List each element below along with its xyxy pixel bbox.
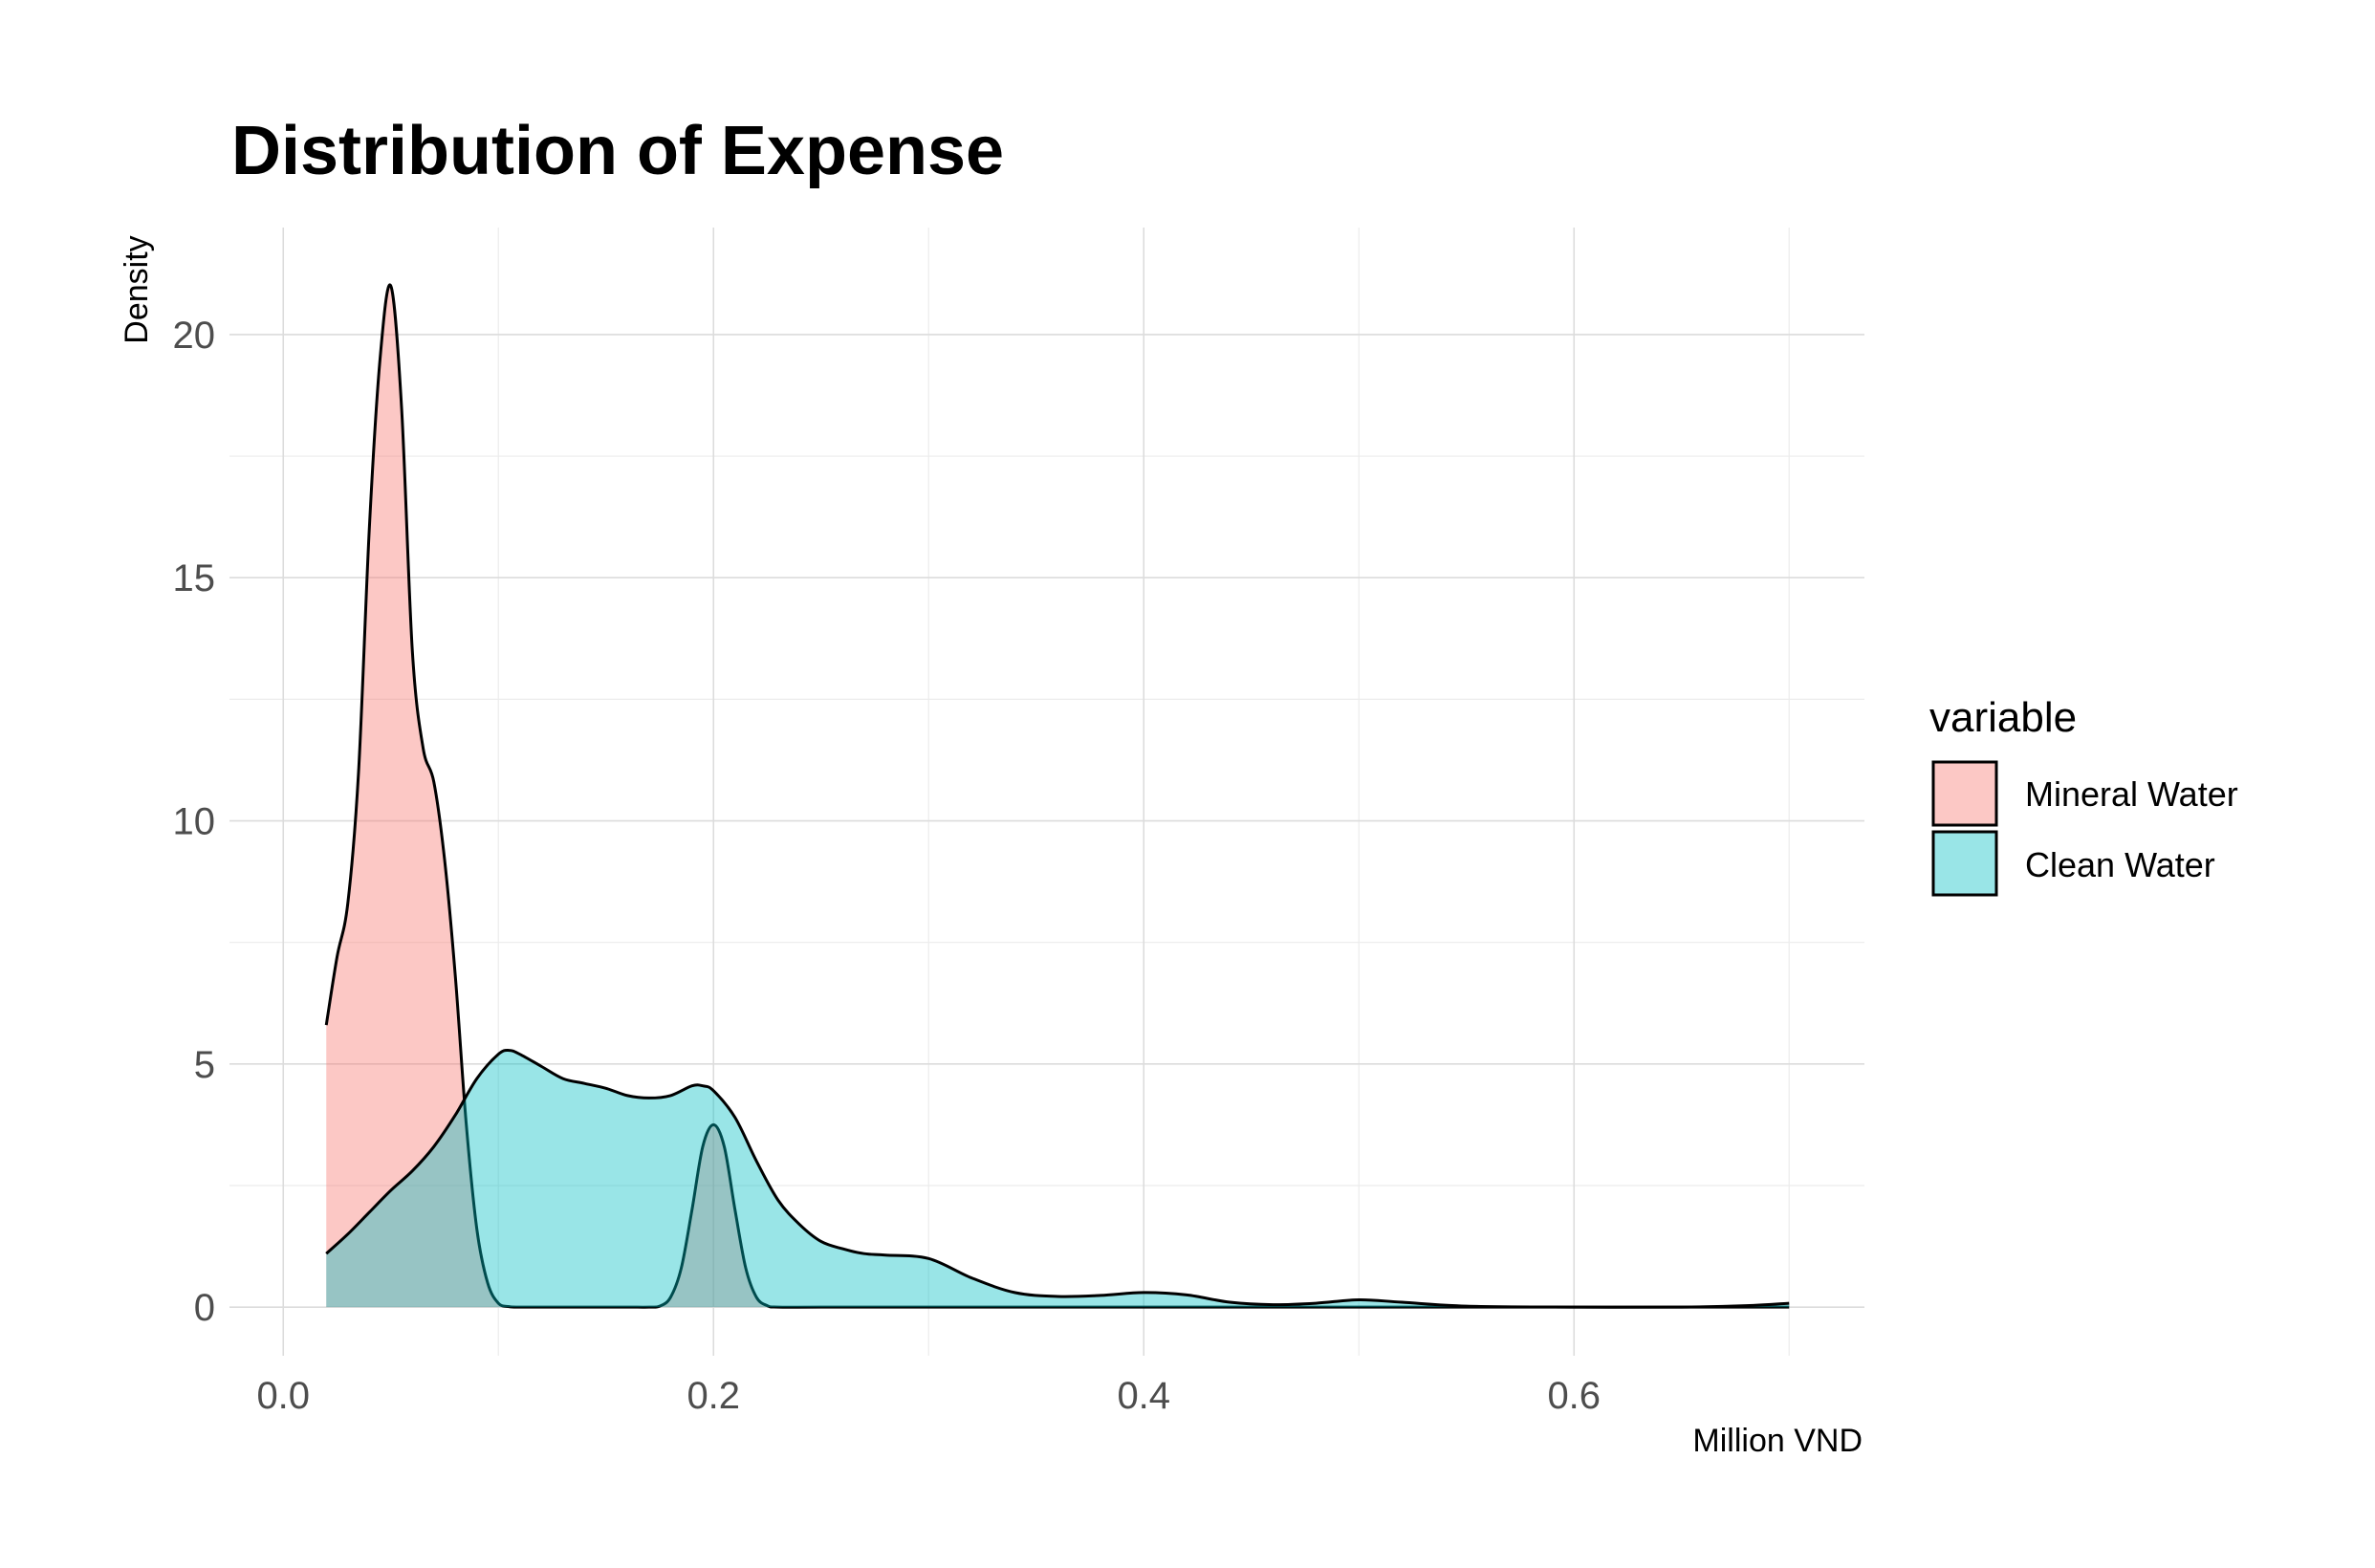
x-axis-title: Million VND xyxy=(1692,1423,1863,1459)
legend-key-mineral-water xyxy=(1931,760,1998,827)
y-axis-ticks: 0 5 10 15 20 xyxy=(173,315,216,1329)
density-line-mineral-water xyxy=(324,283,1790,1309)
y-tick-label: 0 xyxy=(194,1287,215,1329)
x-tick-label: 0.2 xyxy=(686,1375,740,1417)
legend-label-mineral-water: Mineral Water xyxy=(2025,774,2238,814)
y-tick-label: 20 xyxy=(173,315,216,357)
density-areas xyxy=(324,283,1790,1309)
y-tick-label: 15 xyxy=(173,557,216,599)
y-axis-title: Density xyxy=(119,235,155,343)
gridlines xyxy=(229,228,1864,1356)
density-line-clean-water xyxy=(325,1049,1790,1309)
y-tick-label: 5 xyxy=(194,1044,215,1086)
y-tick-label: 10 xyxy=(173,801,216,843)
legend-key-clean-water xyxy=(1931,830,1998,897)
density-area-clean-water xyxy=(326,1050,1790,1308)
x-tick-label: 0.6 xyxy=(1547,1375,1601,1417)
x-tick-label: 0.4 xyxy=(1117,1375,1170,1417)
x-axis-ticks: 0.0 0.2 0.4 0.6 xyxy=(256,1375,1601,1417)
x-tick-label: 0.0 xyxy=(256,1375,310,1417)
legend: variable Mineral Water Clean Water xyxy=(1929,694,2238,897)
legend-title: variable xyxy=(1929,694,2077,741)
legend-label-clean-water: Clean Water xyxy=(2025,845,2215,884)
chart-title: Distribution of Expense xyxy=(231,113,1004,189)
